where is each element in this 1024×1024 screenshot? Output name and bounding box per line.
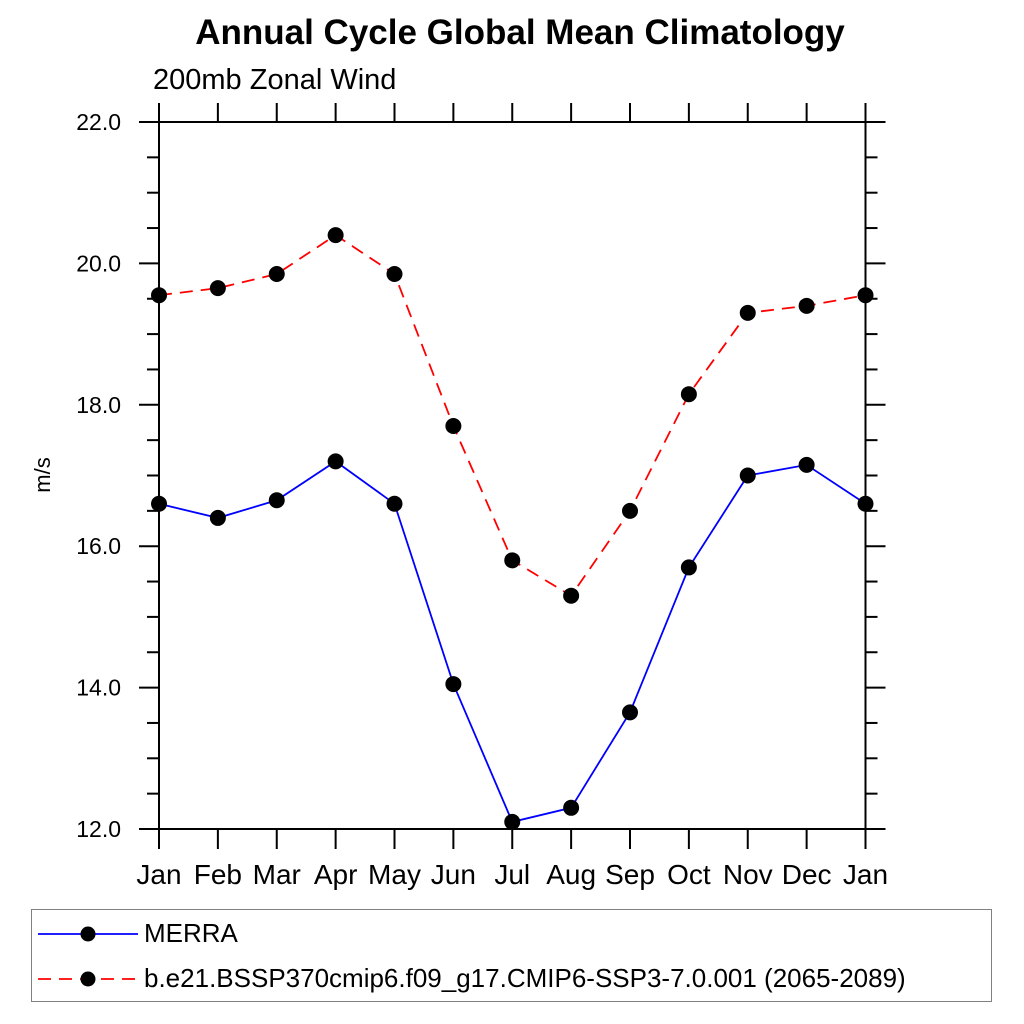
legend-label-merra: MERRA	[144, 918, 238, 948]
legend-row-merra: MERRA	[38, 911, 991, 956]
x-tick-label: Aug	[546, 859, 596, 890]
x-tick-label: Dec	[782, 859, 832, 890]
x-tick-label: Jul	[494, 859, 530, 890]
legend-row-model: b.e21.BSSP370cmip6.f09_g17.CMIP6-SSP3-7.…	[38, 956, 991, 1001]
chart-subtitle: 200mb Zonal Wind	[153, 64, 397, 96]
series-line-1	[158, 234, 866, 597]
x-tick-label: Oct	[667, 859, 711, 890]
x-tick-labels: Jan Feb Mar Apr May Jun Jul Aug Sep Oct Nov Dec Jan	[136, 859, 888, 890]
y-tick-label: 22.0	[76, 109, 121, 135]
series-markers-0	[151, 453, 874, 830]
series-markers-1	[151, 227, 874, 604]
x-axis-ticks	[158, 103, 867, 849]
x-tick-label: Jan	[843, 859, 888, 890]
chart-title: Annual Cycle Global Mean Climatology	[195, 13, 845, 52]
legend-label-model: b.e21.BSSP370cmip6.f09_g17.CMIP6-SSP3-7.…	[144, 963, 906, 993]
x-tick-label: Feb	[194, 859, 242, 890]
series-line-0	[158, 460, 866, 823]
legend-marker-1	[80, 971, 96, 986]
axis-frame	[158, 121, 867, 830]
model-line-sample	[38, 971, 138, 986]
y-tick-label: 20.0	[76, 250, 121, 276]
y-tick-label: 18.0	[76, 392, 121, 418]
merra-line-sample	[38, 926, 138, 941]
x-tick-label: Jan	[136, 859, 181, 890]
legend-marker-0	[80, 926, 96, 941]
y-tick-label: 14.0	[76, 675, 121, 701]
y-tick-labels: 12.0 14.0 16.0 18.0 20.0 22.0	[76, 109, 121, 842]
y-axis-ticks	[139, 121, 886, 830]
legend-box: MERRA b.e21.BSSP370cmip6.f09_g17.CMIP6-S…	[31, 909, 992, 1002]
x-tick-label: Jun	[431, 859, 476, 890]
y-tick-label: 12.0	[76, 816, 121, 842]
x-tick-label: Sep	[605, 859, 655, 890]
x-tick-label: Apr	[314, 859, 358, 890]
y-tick-label: 16.0	[76, 533, 121, 559]
x-tick-label: Nov	[723, 859, 773, 890]
x-tick-label: May	[368, 859, 421, 890]
x-tick-label: Mar	[253, 859, 301, 890]
